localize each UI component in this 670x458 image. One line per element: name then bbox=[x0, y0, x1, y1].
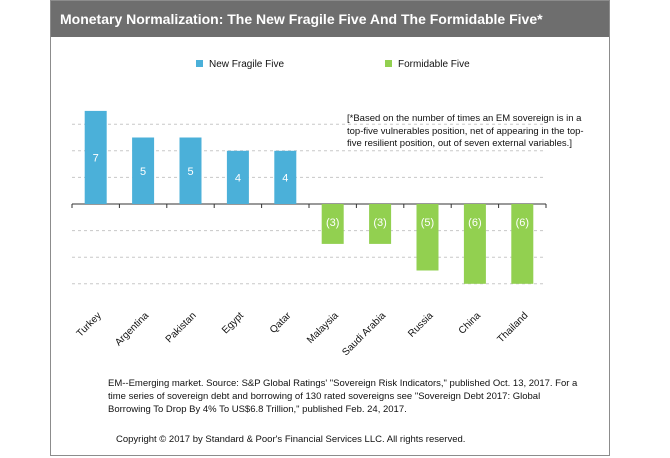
bar-thailand bbox=[511, 204, 534, 284]
category-label: Russia bbox=[406, 310, 436, 340]
data-label: (3) bbox=[326, 217, 339, 229]
bar-pakistan bbox=[179, 137, 202, 204]
bar-argentina bbox=[132, 137, 155, 204]
data-label: (3) bbox=[373, 217, 386, 229]
chart-footnote: [*Based on the number of times an EM sov… bbox=[347, 113, 584, 149]
copyright-text: Copyright © 2017 by Standard & Poor's Fi… bbox=[116, 434, 466, 445]
data-label: 4 bbox=[235, 172, 241, 184]
data-label: 7 bbox=[93, 152, 99, 164]
category-label: Argentina bbox=[113, 310, 151, 348]
category-label: Malaysia bbox=[305, 310, 341, 346]
category-label: Turkey bbox=[75, 310, 104, 339]
category-label: Egypt bbox=[220, 310, 246, 336]
data-label: 5 bbox=[140, 166, 146, 178]
bar-china bbox=[463, 204, 486, 284]
data-label: (6) bbox=[516, 217, 529, 229]
category-label: Saudi Arabia bbox=[340, 310, 388, 358]
category-label: Qatar bbox=[268, 310, 294, 336]
legend-label: Formidable Five bbox=[398, 59, 470, 70]
bar-turkey bbox=[84, 110, 107, 204]
source-note: EM--Emerging market. Source: S&P Global … bbox=[108, 378, 578, 415]
category-label: China bbox=[457, 310, 484, 337]
bar-saudi-arabia bbox=[369, 204, 392, 244]
legend-swatch bbox=[196, 60, 203, 67]
legend-label: New Fragile Five bbox=[209, 59, 284, 70]
legend-swatch bbox=[385, 60, 392, 67]
bar-malaysia bbox=[321, 204, 344, 244]
bar-egypt bbox=[226, 150, 249, 204]
data-label: 4 bbox=[282, 172, 288, 184]
category-label: Pakistan bbox=[164, 310, 199, 345]
bar-qatar bbox=[274, 150, 297, 204]
chart-title: Monetary Normalization: The New Fragile … bbox=[51, 1, 609, 37]
category-label: Thailand bbox=[496, 310, 531, 345]
bar-russia bbox=[416, 204, 439, 271]
data-label: (5) bbox=[421, 217, 434, 229]
data-label: 5 bbox=[187, 166, 193, 178]
data-label: (6) bbox=[468, 217, 481, 229]
